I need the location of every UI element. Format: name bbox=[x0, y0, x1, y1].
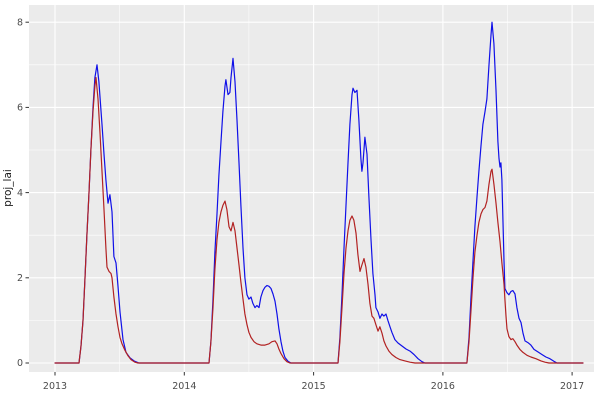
x-tick-label: 2016 bbox=[431, 381, 455, 392]
y-tick-label: 4 bbox=[17, 188, 23, 199]
x-tick-label: 2017 bbox=[560, 381, 584, 392]
series-blue-line bbox=[54, 21, 584, 364]
series-red-line bbox=[54, 76, 584, 364]
y-tick-label: 6 bbox=[17, 103, 23, 114]
y-tick-label: 8 bbox=[17, 17, 23, 28]
plot-panel bbox=[29, 5, 594, 372]
y-tick-label: 0 bbox=[17, 358, 23, 369]
x-tick-label: 2013 bbox=[43, 381, 67, 392]
x-tick-label: 2014 bbox=[172, 381, 196, 392]
x-tick-label: 2015 bbox=[302, 381, 326, 392]
y-tick-label: 2 bbox=[17, 273, 23, 284]
y-axis-title: proj_lai bbox=[2, 169, 14, 207]
